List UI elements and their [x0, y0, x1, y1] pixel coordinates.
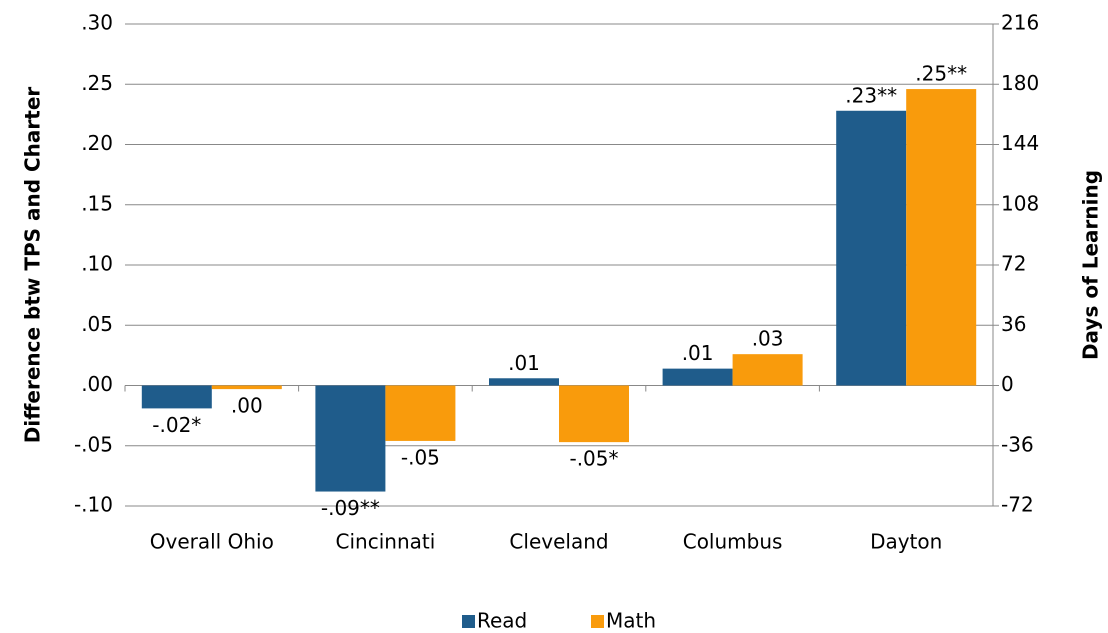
- bar: [385, 385, 456, 441]
- y2-tick-label: 216: [1001, 11, 1039, 35]
- y-tick-label: -.10: [74, 493, 113, 517]
- y2-tick-label: 144: [1001, 131, 1039, 155]
- bar: [211, 385, 282, 390]
- y-tick-label: .30: [81, 11, 113, 35]
- value-label: -.02*: [152, 413, 201, 437]
- bar: [559, 385, 629, 443]
- value-label: .01: [508, 351, 540, 375]
- bar: [732, 354, 803, 386]
- bar: [141, 385, 212, 409]
- x-tick-label: Columbus: [683, 530, 783, 554]
- x-tick-label: Dayton: [870, 530, 942, 554]
- y-tick-label: .25: [81, 71, 113, 95]
- bar: [906, 89, 977, 386]
- y-tick-label: .20: [81, 131, 113, 155]
- value-label: .00: [231, 394, 263, 418]
- y-axis-title: Difference btw TPS and Charter: [21, 87, 45, 444]
- y2-tick-label: -36: [1001, 432, 1034, 456]
- value-label: -.09**: [321, 496, 380, 520]
- y2-tick-label: 180: [1001, 71, 1039, 95]
- value-label: -.05*: [569, 447, 618, 471]
- x-tick-label: Overall Ohio: [150, 530, 274, 554]
- bar: [836, 110, 907, 386]
- y2-tick-label: -72: [1001, 493, 1034, 517]
- y-tick-label: .05: [81, 312, 113, 336]
- legend-swatch: [462, 615, 475, 628]
- y2-tick-label: 0: [1001, 372, 1014, 396]
- bar: [489, 378, 559, 386]
- y-tick-label: -.05: [74, 432, 113, 456]
- x-tick-label: Cleveland: [509, 530, 608, 554]
- y2-tick-label: 36: [1001, 312, 1026, 336]
- y-tick-label: .00: [81, 372, 113, 396]
- value-label: -.05: [401, 445, 440, 469]
- y-tick-label: .15: [81, 191, 113, 215]
- bar: [315, 385, 386, 492]
- value-label: .01: [682, 341, 714, 365]
- legend-label: Math: [606, 609, 656, 633]
- y2-tick-label: 72: [1001, 252, 1026, 276]
- value-label: .23**: [845, 83, 897, 107]
- x-tick-label: Cincinnati: [336, 530, 436, 554]
- y2-axis-title: Days of Learning: [1079, 170, 1103, 360]
- value-label: .03: [752, 327, 784, 351]
- legend-swatch: [591, 615, 604, 628]
- y2-tick-label: 108: [1001, 191, 1039, 215]
- legend-label: Read: [477, 609, 527, 633]
- bar: [662, 368, 733, 386]
- y-tick-label: .10: [81, 252, 113, 276]
- value-label: .25**: [915, 62, 967, 86]
